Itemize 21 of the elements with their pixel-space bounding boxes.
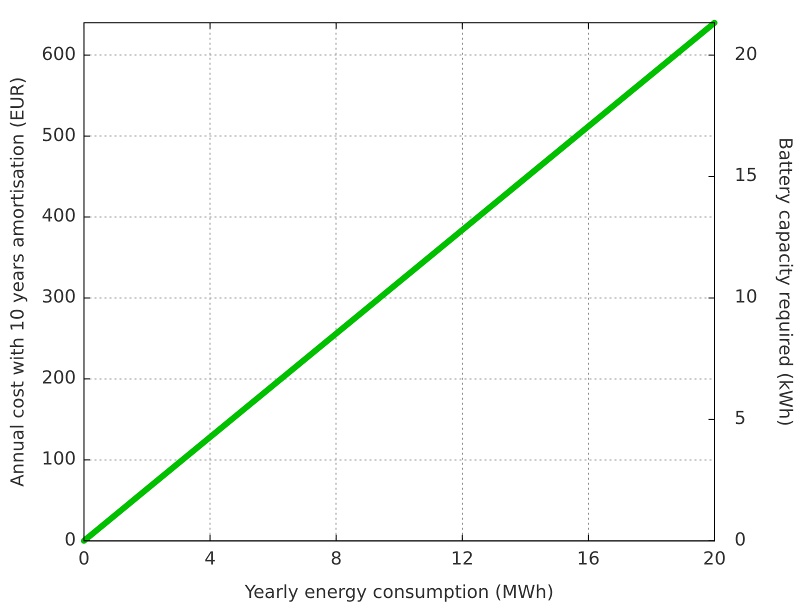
y-tick-label: 300 <box>42 286 76 308</box>
x-tick-label: 4 <box>204 548 216 570</box>
y2-tick-label: 0 <box>734 529 746 550</box>
y-tick-label: 0 <box>64 529 76 550</box>
y2-tick-label: 15 <box>734 165 758 186</box>
x-tick-label: 0 <box>78 548 90 570</box>
y-tick-label: 200 <box>42 368 76 389</box>
x-tick-label: 20 <box>703 548 726 570</box>
x-tick-label: 16 <box>576 548 600 570</box>
x-tick-label: 8 <box>330 548 342 570</box>
y-tick-label: 600 <box>42 44 76 65</box>
y-tick-label: 500 <box>42 124 76 146</box>
x-tick-label: 12 <box>450 548 474 570</box>
y2-axis-title: Battery capacity required (kWh) <box>774 137 796 426</box>
y2-tick-label: 10 <box>734 286 758 308</box>
x-axis-title: Yearly energy consumption (MWh) <box>244 582 554 603</box>
y-tick-label: 100 <box>42 448 76 470</box>
y2-tick-label: 5 <box>734 408 746 430</box>
y-tick-label: 400 <box>42 206 76 227</box>
y-axis-title: Annual cost with 10 years amortisation (EUR) <box>7 76 28 487</box>
y2-tick-label: 20 <box>734 44 758 65</box>
